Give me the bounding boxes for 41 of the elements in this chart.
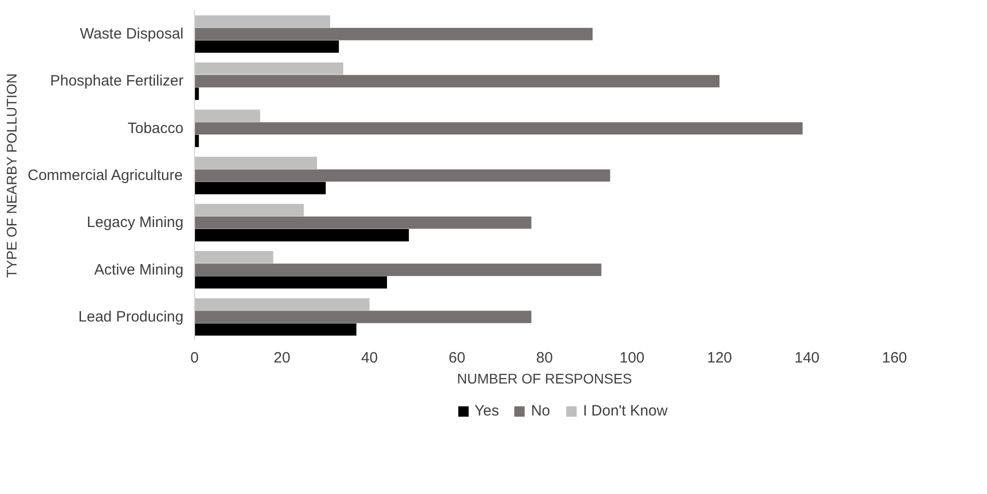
bar <box>194 251 274 264</box>
bar <box>194 264 602 276</box>
bar <box>194 276 387 289</box>
legend-label: I Don't Know <box>582 402 668 420</box>
bar <box>194 28 593 40</box>
bar <box>194 15 330 28</box>
bar <box>194 310 532 324</box>
y-tick-label: Waste Disposal <box>80 26 184 43</box>
bar <box>194 122 803 135</box>
y-tick-label: Legacy Mining <box>86 214 184 232</box>
bar <box>194 216 532 229</box>
x-tick-label: 80 <box>536 350 553 366</box>
x-tick-label: 60 <box>448 350 466 366</box>
bar <box>194 156 317 170</box>
x-tick-label: 40 <box>361 350 378 366</box>
bar <box>194 40 339 53</box>
x-tick-label: 140 <box>794 350 820 366</box>
bar <box>194 323 356 336</box>
y-tick-label: Phosphate Fertilizer <box>50 72 184 90</box>
bar <box>194 298 370 311</box>
legend-label: No <box>530 402 551 420</box>
x-tick-label: 20 <box>274 350 290 366</box>
y-axis-title: TYPE OF NEARBY POLLUTION <box>4 73 20 278</box>
x-tick-label: 100 <box>619 350 645 366</box>
legend-label: Yes <box>474 402 499 420</box>
y-tick-label: Active Mining <box>94 261 184 278</box>
bar <box>194 88 199 100</box>
bar <box>194 75 720 88</box>
y-tick-label: Commercial Agriculture <box>28 167 183 184</box>
bar <box>194 62 344 75</box>
x-tick-label: 0 <box>190 350 199 366</box>
x-tick-label: 160 <box>882 350 908 366</box>
y-tick-label: Tobacco <box>128 120 184 137</box>
bar <box>194 110 260 122</box>
x-axis-title: NUMBER OF RESPONSES <box>456 370 632 386</box>
bar <box>194 169 610 182</box>
bar <box>194 229 409 242</box>
y-tick-label: Lead Producing <box>78 308 184 326</box>
bar <box>194 204 304 216</box>
bar <box>194 182 326 194</box>
x-tick-label: 120 <box>706 350 732 366</box>
